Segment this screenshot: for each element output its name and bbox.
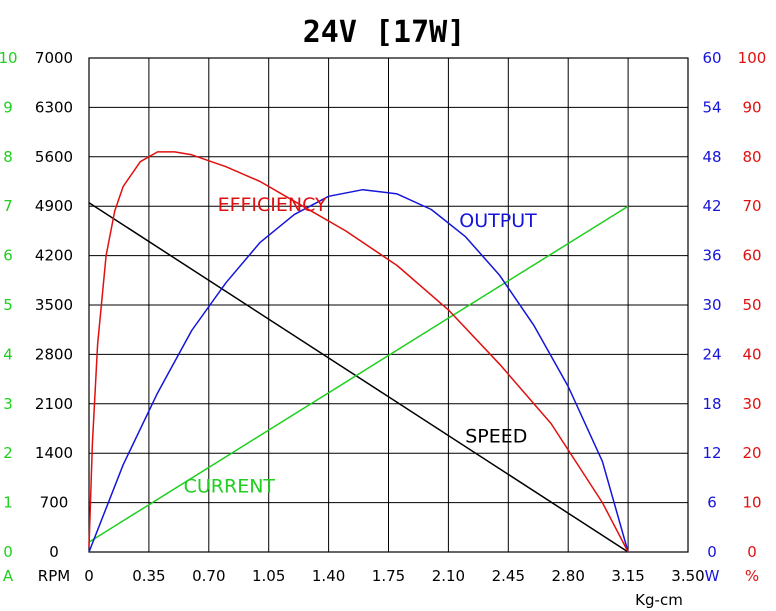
grid: [88, 57, 689, 553]
x-tick-label: 0.70: [192, 567, 225, 585]
efficiency-tick-label: 40: [742, 345, 761, 363]
efficiency-tick-label: 20: [742, 444, 761, 462]
current-tick-label: 7: [3, 197, 13, 215]
current-tick-label: 6: [3, 247, 13, 265]
output-tick-label: 42: [702, 197, 721, 215]
current-tick-label: 1: [3, 494, 13, 512]
efficiency-tick-label: 90: [742, 98, 761, 116]
efficiency-tick-label: 100: [738, 49, 767, 67]
output-tick-label: 0: [707, 543, 717, 561]
speed-tick-label: 1400: [35, 444, 73, 462]
x-tick-label: 3.50: [671, 567, 704, 585]
current-tick-label: 4: [3, 345, 13, 363]
x-tick-label: 3.15: [611, 567, 644, 585]
efficiency-tick-label: 10: [742, 494, 761, 512]
x-tick-label: 0: [84, 567, 94, 585]
chart-title: 24V [17W]: [303, 15, 466, 50]
efficiency-tick-label: 70: [742, 197, 761, 215]
output-tick-label: 6: [707, 494, 717, 512]
speed-tick-label: 3500: [35, 296, 73, 314]
efficiency-tick-label: 0: [747, 543, 757, 561]
current-tick-label: 3: [3, 395, 13, 413]
current-tick-label: 2: [3, 444, 13, 462]
output-unit-label: W: [705, 567, 720, 585]
series-layer: [88, 151, 629, 553]
current-unit-label: A: [3, 567, 14, 585]
current-tick-label: 0: [3, 543, 13, 561]
efficiency-tick-label: 80: [742, 148, 761, 166]
speed-tick-label: 5600: [35, 148, 73, 166]
speed-tick-label: 6300: [35, 98, 73, 116]
output-tick-label: 36: [702, 247, 721, 265]
x-tick-label: 1.40: [312, 567, 345, 585]
speed-unit-label: RPM: [38, 567, 70, 585]
efficiency-tick-label: 30: [742, 395, 761, 413]
output-tick-label: 12: [702, 444, 721, 462]
current-tick-label: 8: [3, 148, 13, 166]
output-tick-label: 54: [702, 98, 721, 116]
series-output-line: [88, 188, 629, 553]
current-tick-label: 5: [3, 296, 13, 314]
x-tick-label: 1.75: [372, 567, 405, 585]
x-axis-label: Kg-cm: [635, 591, 683, 609]
efficiency-unit-label: %: [745, 567, 759, 585]
current-tick-label: 9: [3, 98, 13, 116]
x-tick-label: 2.80: [551, 567, 584, 585]
x-tick-label: 0.35: [132, 567, 165, 585]
speed-tick-label: 7000: [35, 49, 73, 67]
output-tick-label: 48: [702, 148, 721, 166]
series-efficiency-line: [88, 151, 629, 553]
output-tick-label: 18: [702, 395, 721, 413]
label-output: OUTPUT: [459, 210, 537, 232]
series-current-line: [88, 205, 629, 543]
x-tick-label: 1.05: [252, 567, 285, 585]
efficiency-tick-label: 60: [742, 247, 761, 265]
label-current: CURRENT: [184, 476, 276, 498]
x-tick-label: 2.45: [492, 567, 525, 585]
curve-labels: EFFICIENCY OUTPUT SPEED CURRENT: [184, 194, 538, 498]
plot-frame: [88, 57, 689, 553]
speed-tick-label: 4200: [35, 247, 73, 265]
current-tick-label: 10: [0, 49, 18, 67]
speed-tick-label: 0: [49, 543, 59, 561]
output-tick-label: 30: [702, 296, 721, 314]
tick-labels: 012345678910A070014002100280035004200490…: [0, 49, 766, 585]
speed-tick-label: 2100: [35, 395, 73, 413]
output-tick-label: 24: [702, 345, 721, 363]
speed-tick-label: 700: [40, 494, 69, 512]
x-tick-label: 2.10: [432, 567, 465, 585]
label-efficiency: EFFICIENCY: [218, 194, 327, 216]
label-speed: SPEED: [465, 426, 527, 448]
speed-tick-label: 2800: [35, 345, 73, 363]
series-speed-line: [88, 202, 629, 553]
speed-tick-label: 4900: [35, 197, 73, 215]
output-tick-label: 60: [702, 49, 721, 67]
efficiency-tick-label: 50: [742, 296, 761, 314]
